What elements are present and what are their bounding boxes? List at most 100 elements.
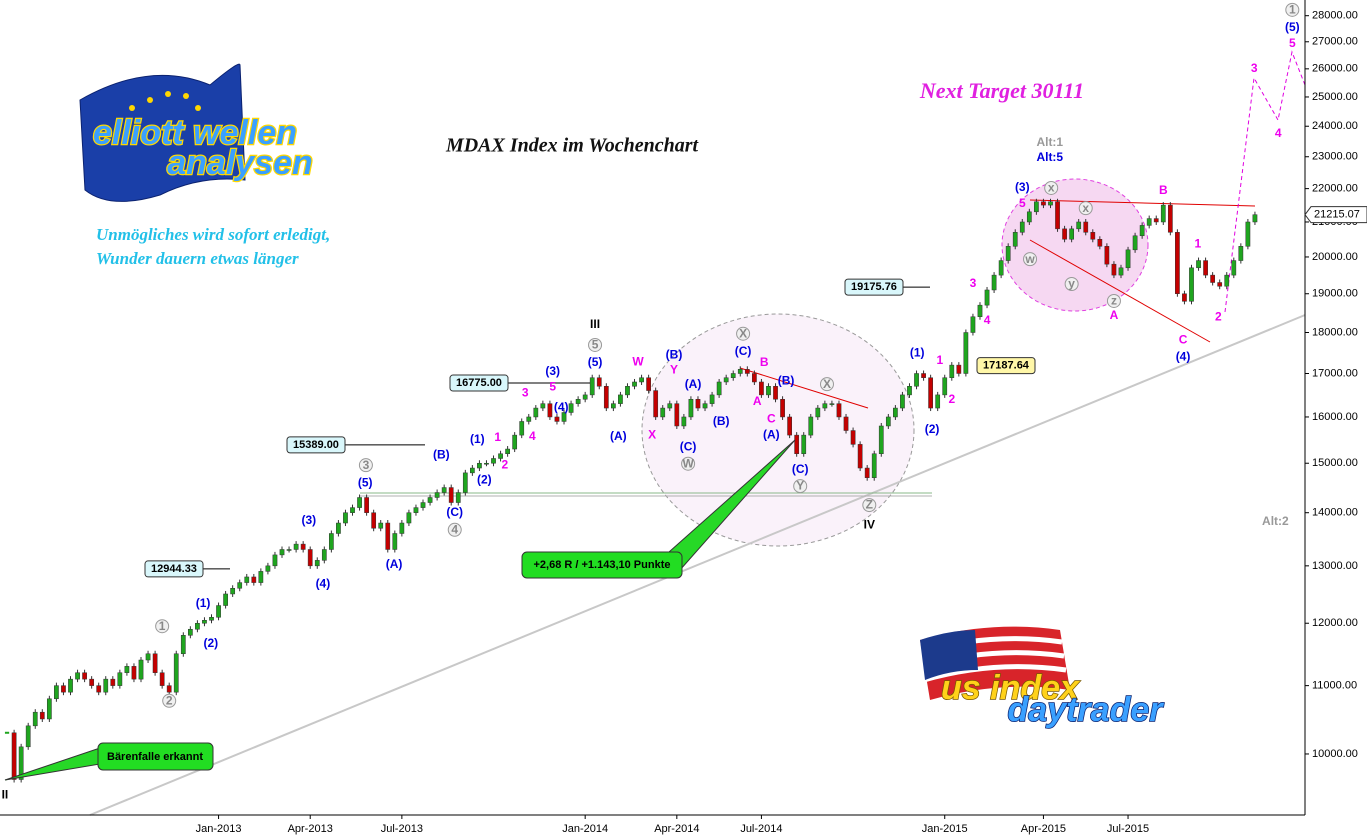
- candle-body: [96, 685, 102, 693]
- candle-body: [195, 622, 200, 630]
- candle-body: [935, 394, 941, 409]
- candle-body: [1026, 211, 1032, 223]
- candle-body: [272, 554, 278, 567]
- candle-body: [300, 543, 306, 550]
- candle-body: [209, 617, 214, 621]
- candle-body: [646, 377, 651, 391]
- candle-body: [491, 458, 496, 464]
- candle-body: [653, 390, 659, 418]
- trend-line: [89, 314, 1306, 816]
- wave-label: 2: [948, 392, 955, 406]
- wave-label: 3: [970, 276, 977, 290]
- candle-body: [173, 653, 179, 693]
- candle-body: [850, 430, 856, 445]
- wave-label: B: [1159, 183, 1168, 197]
- logo-flag: [79, 63, 246, 202]
- candle-body: [455, 492, 461, 503]
- candle-body: [1146, 218, 1152, 226]
- wedge-line: [1029, 239, 1211, 343]
- candle-body: [61, 685, 66, 693]
- wave-label: (C): [735, 344, 752, 358]
- candle-body: [547, 403, 553, 418]
- candle-body: [364, 497, 369, 513]
- candle-body: [279, 549, 285, 556]
- wave-label: C: [767, 411, 776, 425]
- wave-label: (C): [680, 439, 697, 453]
- candle-body: [202, 620, 207, 624]
- wave-circle: [358, 458, 373, 473]
- candle-body: [82, 672, 87, 680]
- candle-body: [667, 403, 673, 409]
- wave-label: (1): [470, 432, 485, 446]
- candle-body: [371, 512, 377, 529]
- candle-body: [117, 672, 123, 686]
- candle-body: [1224, 274, 1230, 287]
- candle-body: [829, 403, 835, 405]
- x-tick-label: Jul-2014: [740, 823, 782, 835]
- candle-body: [1005, 246, 1011, 261]
- y-tick-label: 24000.00: [1312, 120, 1358, 132]
- x-tick-label: Apr-2014: [654, 823, 699, 835]
- candle-body: [420, 502, 426, 508]
- candle-body: [75, 672, 80, 680]
- x-tick-label: Jan-2015: [922, 823, 968, 835]
- candle-body: [258, 571, 264, 583]
- wave-label: w: [1024, 252, 1035, 266]
- candle-body: [766, 386, 771, 396]
- candle-body: [230, 588, 236, 595]
- candle-body: [462, 472, 468, 493]
- price-level-label: 12944.33: [151, 563, 197, 575]
- logo-flag: [919, 626, 1070, 700]
- y-tick-label: 14000.00: [1312, 507, 1358, 519]
- candle-body: [54, 685, 59, 700]
- wave-label: (5): [358, 475, 373, 489]
- candle-body: [977, 304, 983, 317]
- candle-body: [885, 416, 891, 427]
- y-tick-label: 19000.00: [1312, 288, 1358, 300]
- wave-circle: [162, 693, 177, 708]
- candle-body: [46, 698, 52, 720]
- y-tick-label: 16000.00: [1312, 411, 1358, 423]
- candle-body: [618, 394, 623, 404]
- candle-body: [759, 381, 764, 396]
- wave-label: 2: [166, 693, 173, 707]
- candle-body: [949, 364, 955, 378]
- candle-body: [124, 666, 130, 673]
- candle-body: [533, 407, 539, 418]
- last-price-label: 21215.07: [1314, 209, 1360, 221]
- wave-label: (C): [792, 462, 809, 476]
- wave-label: X: [648, 427, 656, 441]
- candle-body: [1034, 201, 1039, 213]
- candle-body: [166, 685, 172, 693]
- wave-label: (C): [446, 505, 463, 519]
- wave-label: Alt:5: [1036, 150, 1063, 164]
- candle-body: [1210, 274, 1216, 283]
- wave-label: 4: [529, 429, 536, 443]
- callout-text: Bärenfalle erkannt: [107, 751, 203, 763]
- wave-label: X: [739, 326, 747, 340]
- candle-body: [378, 522, 384, 529]
- candle-body: [223, 593, 228, 606]
- wave-label: Y: [796, 479, 804, 493]
- wave-label: (5): [588, 355, 603, 369]
- candle-body: [582, 394, 588, 400]
- wave-circle: [447, 522, 462, 537]
- wave-circle: [1064, 276, 1079, 291]
- wave-label: Alt:1: [1036, 135, 1063, 149]
- callout-box: [97, 742, 214, 771]
- wave-label: (5): [1285, 20, 1300, 34]
- candle-body: [921, 373, 926, 378]
- candle-body: [427, 497, 433, 503]
- candle-body: [1196, 260, 1201, 269]
- last-price-tag: [1304, 206, 1367, 224]
- candle-body: [660, 407, 666, 418]
- candle-body: [1245, 221, 1251, 247]
- x-tick-label: Apr-2015: [1021, 823, 1066, 835]
- candle-body: [596, 377, 602, 387]
- wave-circle: [1044, 180, 1059, 195]
- candle-body: [1076, 221, 1082, 230]
- y-tick-label: 23000.00: [1312, 151, 1358, 163]
- wedge-line: [739, 367, 869, 409]
- candle-body: [1083, 221, 1089, 233]
- wave-label: y: [1068, 277, 1075, 291]
